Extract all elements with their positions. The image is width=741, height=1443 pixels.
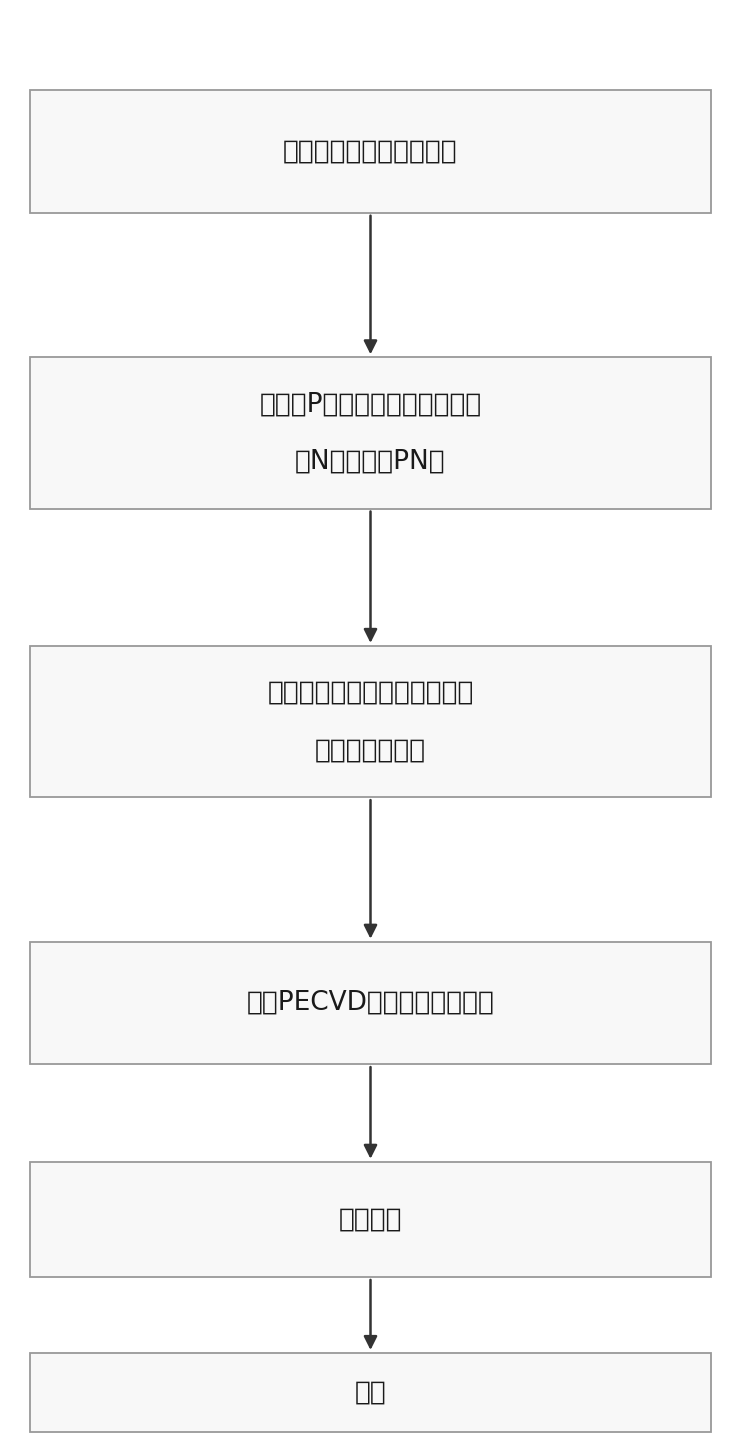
Text: 化学清洗表面结构化处理: 化学清洗表面结构化处理 bbox=[283, 139, 458, 165]
FancyBboxPatch shape bbox=[30, 1354, 711, 1431]
Text: 周边刻蚀：去掉扩散时在硅片: 周边刻蚀：去掉扩散时在硅片 bbox=[268, 680, 473, 706]
Text: 成N型，形成PN结: 成N型，形成PN结 bbox=[295, 449, 446, 475]
FancyBboxPatch shape bbox=[30, 646, 711, 797]
FancyBboxPatch shape bbox=[30, 941, 711, 1065]
FancyBboxPatch shape bbox=[30, 1162, 711, 1277]
FancyBboxPatch shape bbox=[30, 89, 711, 212]
Text: 扩散：P型硅片在扩散后表面变: 扩散：P型硅片在扩散后表面变 bbox=[259, 391, 482, 417]
Text: 烧结: 烧结 bbox=[355, 1380, 386, 1405]
Text: 平板PECVD，即沉积减反射膜: 平板PECVD，即沉积减反射膜 bbox=[247, 990, 494, 1016]
FancyBboxPatch shape bbox=[30, 358, 711, 509]
Text: 印刷电极: 印刷电极 bbox=[339, 1206, 402, 1232]
Text: 边缘形成导电层: 边缘形成导电层 bbox=[315, 737, 426, 763]
